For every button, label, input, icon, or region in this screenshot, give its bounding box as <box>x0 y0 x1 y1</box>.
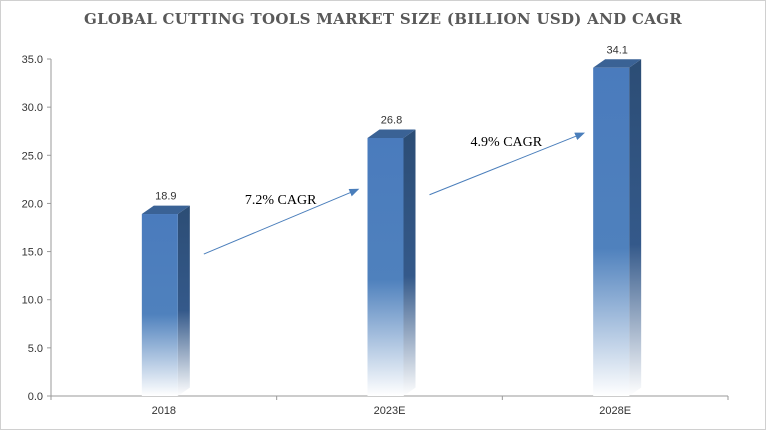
y-tick-label: 0.0 <box>28 391 43 403</box>
bar-top <box>593 59 642 68</box>
bar-side <box>177 205 190 396</box>
data-label: 26.8 <box>381 115 402 127</box>
cagr-arrow <box>203 188 360 255</box>
data-label: 18.9 <box>155 191 176 203</box>
y-tick-label: 15.0 <box>22 247 43 259</box>
x-tick-label: 2023E <box>374 405 406 417</box>
y-tick-label: 35.0 <box>22 54 43 66</box>
bar-side <box>629 59 642 396</box>
bars <box>141 59 642 396</box>
cagr-label: 4.9% CAGR <box>471 135 543 150</box>
labels: 18.9 2018 26.8 2023E 34.1 2028E <box>152 44 631 417</box>
x-tick-label: 2018 <box>152 405 176 417</box>
cagr-arrow <box>429 132 586 196</box>
y-tick-label: 20.0 <box>22 198 43 210</box>
bar-front <box>593 67 630 396</box>
annotations: 7.2% CAGR 4.9% CAGR <box>203 132 586 255</box>
x-tick-label: 2028E <box>599 405 631 417</box>
bar-side <box>403 129 416 396</box>
y-tick-label: 30.0 <box>22 102 43 114</box>
bar-front <box>367 137 404 396</box>
bar-top <box>141 205 190 215</box>
bar-2028E <box>593 59 642 396</box>
bar-front <box>141 214 178 396</box>
y-tick-label: 5.0 <box>28 343 43 355</box>
chart-title: GLOBAL CUTTING TOOLS MARKET SIZE (BILLIO… <box>83 10 683 28</box>
y-tick-label: 25.0 <box>22 150 43 162</box>
cagr-label: 7.2% CAGR <box>245 193 317 208</box>
data-label: 34.1 <box>606 44 627 56</box>
bar-2023E <box>367 129 416 396</box>
bar-top <box>367 129 416 138</box>
bar-2018 <box>141 205 190 396</box>
y-tick-label: 10.0 <box>22 295 43 307</box>
